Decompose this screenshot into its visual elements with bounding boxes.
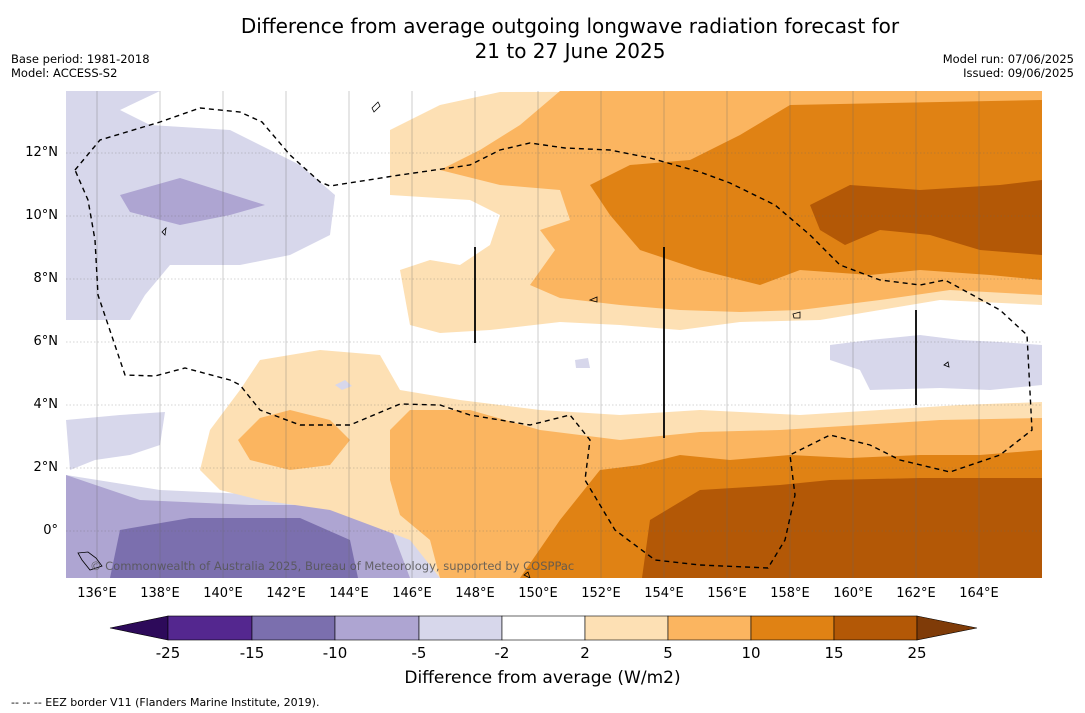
lon-label: 138°E <box>140 586 180 601</box>
colorbar-arrow-high <box>916 615 978 641</box>
copyright-notice: © Commonwealth of Australia 2025, Bureau… <box>90 559 575 573</box>
colorbar-tick-label: 10 <box>741 644 761 662</box>
islands <box>77 101 950 578</box>
lon-label: 150°E <box>518 586 558 601</box>
lon-label: 154°E <box>644 586 684 601</box>
lat-label: 12°N <box>25 145 58 160</box>
lon-label: 136°E <box>77 586 117 601</box>
lon-label: 140°E <box>203 586 243 601</box>
colorbar <box>109 615 978 641</box>
lon-label: 152°E <box>581 586 621 601</box>
colorbar-tick-label: 25 <box>907 644 927 662</box>
issued-date: Issued: 09/06/2025 <box>963 66 1074 80</box>
lon-label: 142°E <box>266 586 306 601</box>
title-line-1: Difference from average outgoing longwav… <box>240 14 900 38</box>
negative-anomaly-region-west <box>66 412 165 470</box>
model-name: Model: ACCESS-S2 <box>11 66 118 80</box>
eez-footnote: -- -- -- EEZ border V11 (Flanders Marine… <box>11 696 320 709</box>
run-info: Model run: 07/06/2025 Issued: 09/06/2025 <box>943 52 1074 80</box>
forecast-markers <box>474 247 917 438</box>
lat-label: 6°N <box>33 334 59 349</box>
lat-label: 8°N <box>33 271 59 286</box>
eez-border <box>74 107 1033 569</box>
positive-anomaly-max-north <box>810 180 1042 255</box>
lon-label: 148°E <box>455 586 495 601</box>
colorbar-title: Difference from average (W/m2) <box>404 668 681 688</box>
colorbar-tick-label: 2 <box>580 644 590 662</box>
lon-label: 156°E <box>707 586 747 601</box>
lon-label: 160°E <box>833 586 873 601</box>
colorbar-tick-label: 15 <box>824 644 844 662</box>
lon-label: 144°E <box>329 586 369 601</box>
lon-label: 146°E <box>392 586 432 601</box>
model-run-date: Model run: 07/06/2025 <box>942 52 1074 66</box>
lat-label: 0° <box>43 523 58 538</box>
lon-label: 164°E <box>959 586 999 601</box>
lon-label: 162°E <box>896 586 936 601</box>
positive-anomaly-strong-north <box>590 100 1042 285</box>
lat-label: 4°N <box>33 397 59 412</box>
lat-label: 2°N <box>33 460 59 475</box>
negative-anomaly-region-east <box>830 335 1042 390</box>
model-info: Base period: 1981-2018 Model: ACCESS-S2 <box>11 52 150 80</box>
base-period: Base period: 1981-2018 <box>11 52 150 66</box>
negative-anomaly-core-southwest <box>110 518 358 578</box>
title-line-2: 21 to 27 June 2025 <box>474 39 666 63</box>
colorbar-arrow-low <box>109 615 169 641</box>
map-title: Difference from average outgoing longwav… <box>0 14 1085 64</box>
negative-anomaly-core-northwest <box>120 178 265 225</box>
lat-label: 10°N <box>25 208 58 223</box>
graticule <box>66 91 1042 578</box>
colorbar-tick-label: -25 <box>155 644 181 662</box>
positive-anomaly-max-south <box>642 478 1042 578</box>
colorbar-tick-label: -2 <box>494 644 510 662</box>
colorbar-tick-label: -5 <box>411 644 427 662</box>
lon-label: 158°E <box>770 586 810 601</box>
colorbar-tick-label: -15 <box>239 644 265 662</box>
colorbar-tick-label: 5 <box>663 644 673 662</box>
anomaly-fields <box>66 91 1042 578</box>
colorbar-tick-label: -10 <box>322 644 348 662</box>
